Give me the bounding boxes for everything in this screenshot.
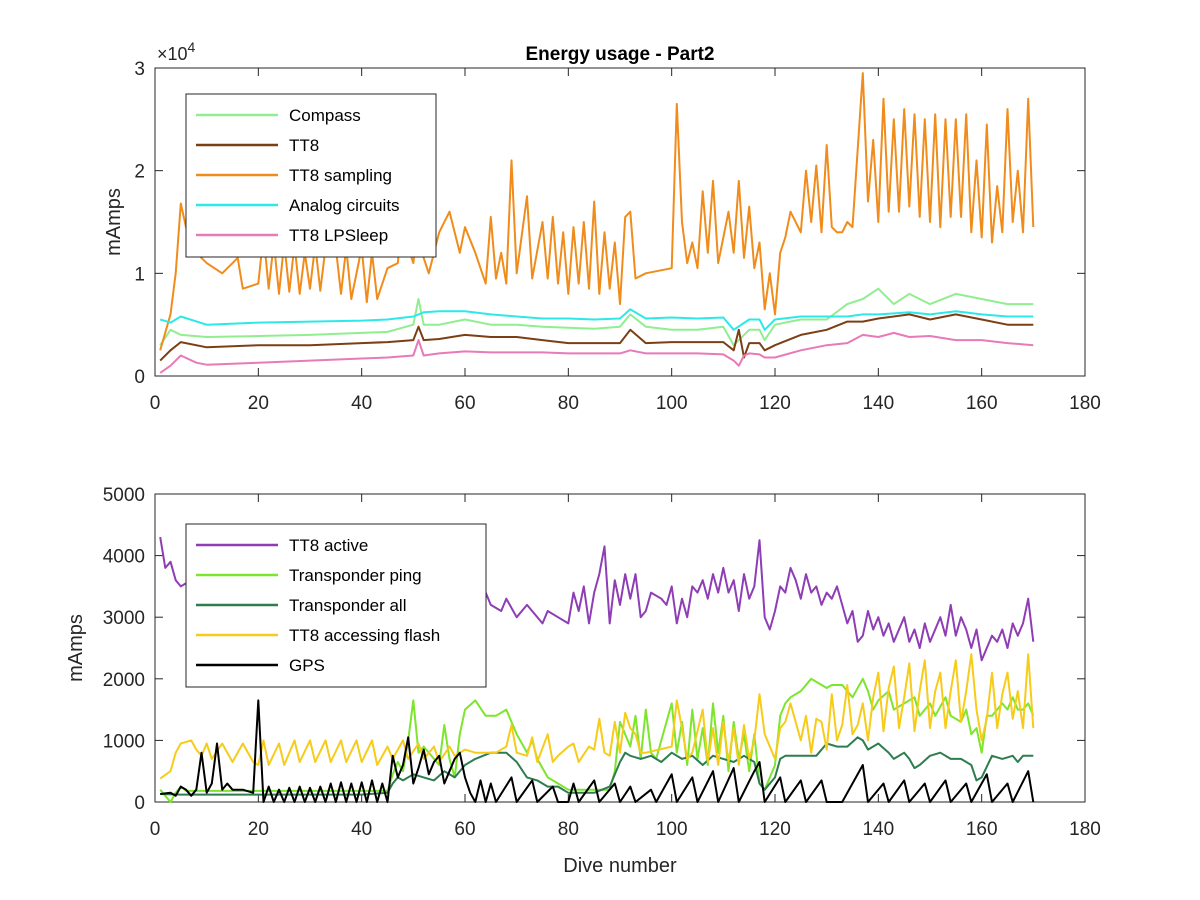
bottom-plot-y-tick-label: 4000 xyxy=(103,547,145,568)
top-plot-x-tick-label: 140 xyxy=(862,393,894,414)
top-plot-legend-label-tt8-lpsleep: TT8 LPSleep xyxy=(289,226,388,245)
bottom-plot-x-axis-label: Dive number xyxy=(563,855,677,877)
bottom-plot-y-axis-label: mAmps xyxy=(65,614,87,682)
top-plot-x-tick-label: 160 xyxy=(966,393,998,414)
bottom-plot-x-tick-label: 0 xyxy=(150,819,161,840)
bottom-plot-y-tick-label: 5000 xyxy=(103,485,145,506)
bottom-plot-y-tick-label: 1000 xyxy=(103,731,145,752)
top-plot-y-ticks: 0 1 2 3 xyxy=(134,59,1085,388)
top-plot-x-tick-label: 0 xyxy=(150,393,161,414)
bottom-plot-y-tick-label: 3000 xyxy=(103,608,145,629)
bottom-plot-y-tick-label: 2000 xyxy=(103,670,145,691)
top-plot-legend-label-analog-circuits: Analog circuits xyxy=(289,196,400,215)
top-plot-x-tick-label: 180 xyxy=(1069,393,1101,414)
bottom-plot: Dive number mAmps 0 20 40 60 80 100 120 140 160 1… xyxy=(65,485,1101,877)
bottom-plot-x-tick-label: 60 xyxy=(454,819,475,840)
bottom-plot-x-tick-label: 160 xyxy=(966,819,998,840)
bottom-plot-legend-label-transponder-all: Transponder all xyxy=(289,596,407,615)
bottom-plot-legend-label-gps: GPS xyxy=(289,656,325,675)
bottom-plot-x-tick-label: 100 xyxy=(656,819,688,840)
top-plot-x-tick-label: 100 xyxy=(656,393,688,414)
top-plot-y-tick-label: 3 xyxy=(134,59,145,80)
top-plot-y-exponent: ×104 xyxy=(157,39,196,64)
bottom-plot-series-transponder-ping-line xyxy=(159,677,1035,803)
top-plot-legend-label-tt8: TT8 xyxy=(289,136,319,155)
top-plot-legend-label-tt8-sampling: TT8 sampling xyxy=(289,166,392,185)
bottom-plot-y-ticks: 0 1000 2000 3000 4000 5000 xyxy=(103,485,1085,814)
top-plot-x-tick-label: 60 xyxy=(454,393,475,414)
top-plot-y-tick-label: 2 xyxy=(134,162,145,183)
bottom-plot-series-tt8-active-line xyxy=(159,536,1035,662)
top-plot-series-compass-line xyxy=(159,287,1034,347)
bottom-plot-legend: TT8 active Transponder ping Transponder al… xyxy=(185,523,487,688)
bottom-plot-x-tick-label: 140 xyxy=(862,819,894,840)
bottom-plot-legend-label-tt8-active: TT8 active xyxy=(289,536,368,555)
top-plot-legend-label-compass: Compass xyxy=(289,106,361,125)
bottom-plot-legend-label-tt8-accessing-flash: TT8 accessing flash xyxy=(289,626,440,645)
bottom-plot-legend-label-transponder-ping: Transponder ping xyxy=(289,566,422,585)
bottom-plot-series-gps-line xyxy=(160,699,1035,803)
top-plot-legend: Compass TT8 TT8 sampling Analog circuits TT8… xyxy=(185,93,437,258)
top-plot-series-analog-circuits-line xyxy=(159,308,1034,331)
top-plot: Energy usage - Part2 mAmps ×104 0 20 40 60 8… xyxy=(103,39,1101,414)
bottom-plot-series-group xyxy=(159,536,1035,803)
top-plot-x-ticks: 0 20 40 60 80 100 120 140 160 180 xyxy=(150,68,1101,414)
top-plot-x-tick-label: 40 xyxy=(351,393,372,414)
top-plot-y-exponent-power: 4 xyxy=(188,39,196,55)
bottom-plot-x-tick-label: 120 xyxy=(759,819,791,840)
bottom-plot-series-tt8-accessing-flash-line xyxy=(159,653,1035,780)
top-plot-x-tick-label: 120 xyxy=(759,393,791,414)
bottom-plot-x-tick-label: 80 xyxy=(558,819,579,840)
bottom-plot-x-tick-label: 40 xyxy=(351,819,372,840)
top-plot-series-tt8-lpsleep-line xyxy=(159,331,1034,374)
top-plot-x-tick-label: 80 xyxy=(558,393,579,414)
top-plot-y-tick-label: 0 xyxy=(134,367,145,388)
top-plot-y-axis-label: mAmps xyxy=(103,188,125,256)
bottom-plot-x-tick-label: 20 xyxy=(248,819,269,840)
top-plot-y-exponent-base: ×10 xyxy=(157,44,188,64)
bottom-plot-y-tick-label: 0 xyxy=(134,793,145,814)
top-plot-y-tick-label: 1 xyxy=(134,264,145,285)
bottom-plot-x-ticks: 0 20 40 60 80 100 120 140 160 180 xyxy=(150,494,1101,840)
top-plot-x-tick-label: 20 xyxy=(248,393,269,414)
top-plot-series-tt8-line xyxy=(159,313,1034,362)
bottom-plot-x-tick-label: 180 xyxy=(1069,819,1101,840)
top-plot-title: Energy usage - Part2 xyxy=(525,44,714,65)
